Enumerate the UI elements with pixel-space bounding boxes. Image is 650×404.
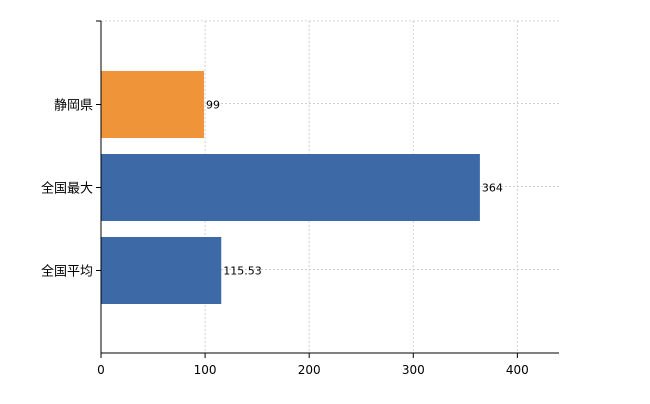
value-label-0: 99 xyxy=(206,99,220,112)
x-tick-label-4: 400 xyxy=(506,363,529,377)
bars xyxy=(101,71,480,304)
x-tick-label-3: 300 xyxy=(402,363,425,377)
x-tick-label-1: 100 xyxy=(194,363,217,377)
x-tick-label-2: 200 xyxy=(298,363,321,377)
labels: 99 静岡県 364 全国最大 115.53 全国平均 0 100 200 300 400 xyxy=(41,99,529,378)
category-label-0: 静岡県 xyxy=(54,99,93,114)
bar-1 xyxy=(101,154,480,221)
category-label-1: 全国最大 xyxy=(41,181,93,197)
value-label-2: 115.53 xyxy=(223,265,262,278)
bar-2 xyxy=(101,237,222,304)
bar-0 xyxy=(101,71,205,138)
x-tick-label-0: 0 xyxy=(97,363,105,377)
category-label-2: 全国平均 xyxy=(41,264,93,280)
axes xyxy=(96,20,559,358)
value-label-1: 364 xyxy=(482,182,503,195)
